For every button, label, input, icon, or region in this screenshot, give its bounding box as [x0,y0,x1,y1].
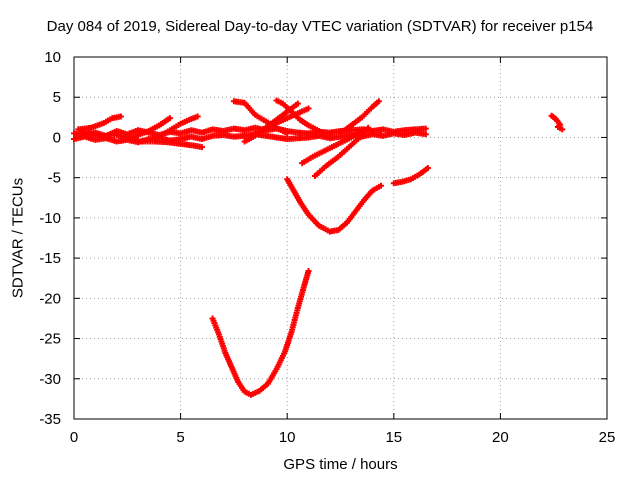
data-point [305,105,312,112]
y-tick-label: -35 [39,411,61,428]
x-tick-label: 10 [279,429,296,446]
series-5 [134,138,205,151]
y-axis-label: SDTVAR / TECUs [9,177,27,299]
y-tick-label: 0 [53,129,61,146]
data-point [166,115,173,122]
data-point [284,130,291,137]
data-point [422,131,429,138]
data-point [424,165,431,172]
x-axis-label: GPS time / hours [283,456,398,473]
data-point [559,126,566,133]
series-2 [75,113,124,133]
x-tick-label: 0 [70,429,78,446]
y-tick-label: 5 [53,89,61,106]
x-tick-label: 25 [599,429,616,446]
y-tick-label: -25 [39,331,61,348]
data-point [294,100,301,107]
data-point [305,267,312,274]
data-point [194,113,201,120]
series-4 [126,115,173,143]
series-13 [311,124,372,180]
series-14 [284,176,385,235]
data-point [326,132,333,139]
y-tick-label: -5 [48,170,61,187]
series-12 [299,126,367,167]
chart-title: Day 084 of 2019, Sidereal Day-to-day VTE… [46,18,594,35]
series-17 [209,267,312,398]
y-tick-label: 10 [44,49,61,66]
x-tick-label: 15 [385,429,402,446]
y-tick-label: -15 [39,250,61,267]
data-point [117,113,124,120]
series-11 [337,98,382,137]
data-point [365,124,372,131]
series-16 [548,112,566,133]
series-6 [156,113,201,140]
x-tick-label: 20 [492,429,509,446]
data-point [198,144,205,151]
plot-frame [73,56,608,420]
data-point [375,98,382,105]
data-point [378,182,385,189]
x-tick-label: 5 [176,429,184,446]
y-tick-label: -20 [39,290,61,307]
series-15 [390,165,431,187]
y-tick-label: -30 [39,371,61,388]
series-10 [252,100,301,137]
data-point [422,125,429,132]
y-tick-label: -10 [39,210,61,227]
